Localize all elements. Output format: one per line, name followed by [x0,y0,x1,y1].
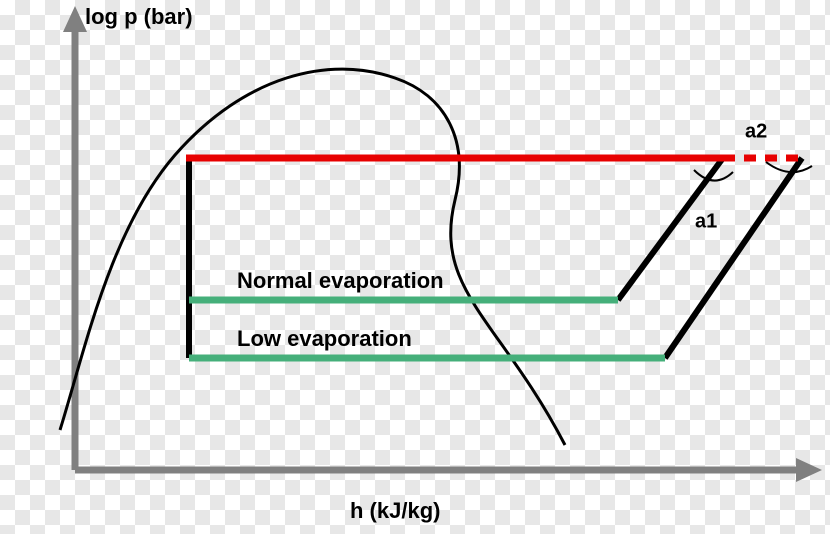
axes [63,6,822,482]
saturation-dome [60,69,565,445]
low-evaporation-label: Low evaporation [237,326,412,351]
x-axis-arrow [796,458,822,482]
arc-a2 [766,162,812,172]
y-axis-label: log p (bar) [85,4,193,29]
ph-diagram-svg: log p (bar) h (kJ/kg) Normal evaporation… [0,0,830,534]
compression-a2 [665,158,802,358]
normal-evaporation-label: Normal evaporation [237,268,444,293]
a1-label: a1 [695,210,717,232]
y-axis-arrow [63,6,87,32]
a2-label: a2 [745,120,767,142]
x-axis-label: h (kJ/kg) [350,498,440,523]
